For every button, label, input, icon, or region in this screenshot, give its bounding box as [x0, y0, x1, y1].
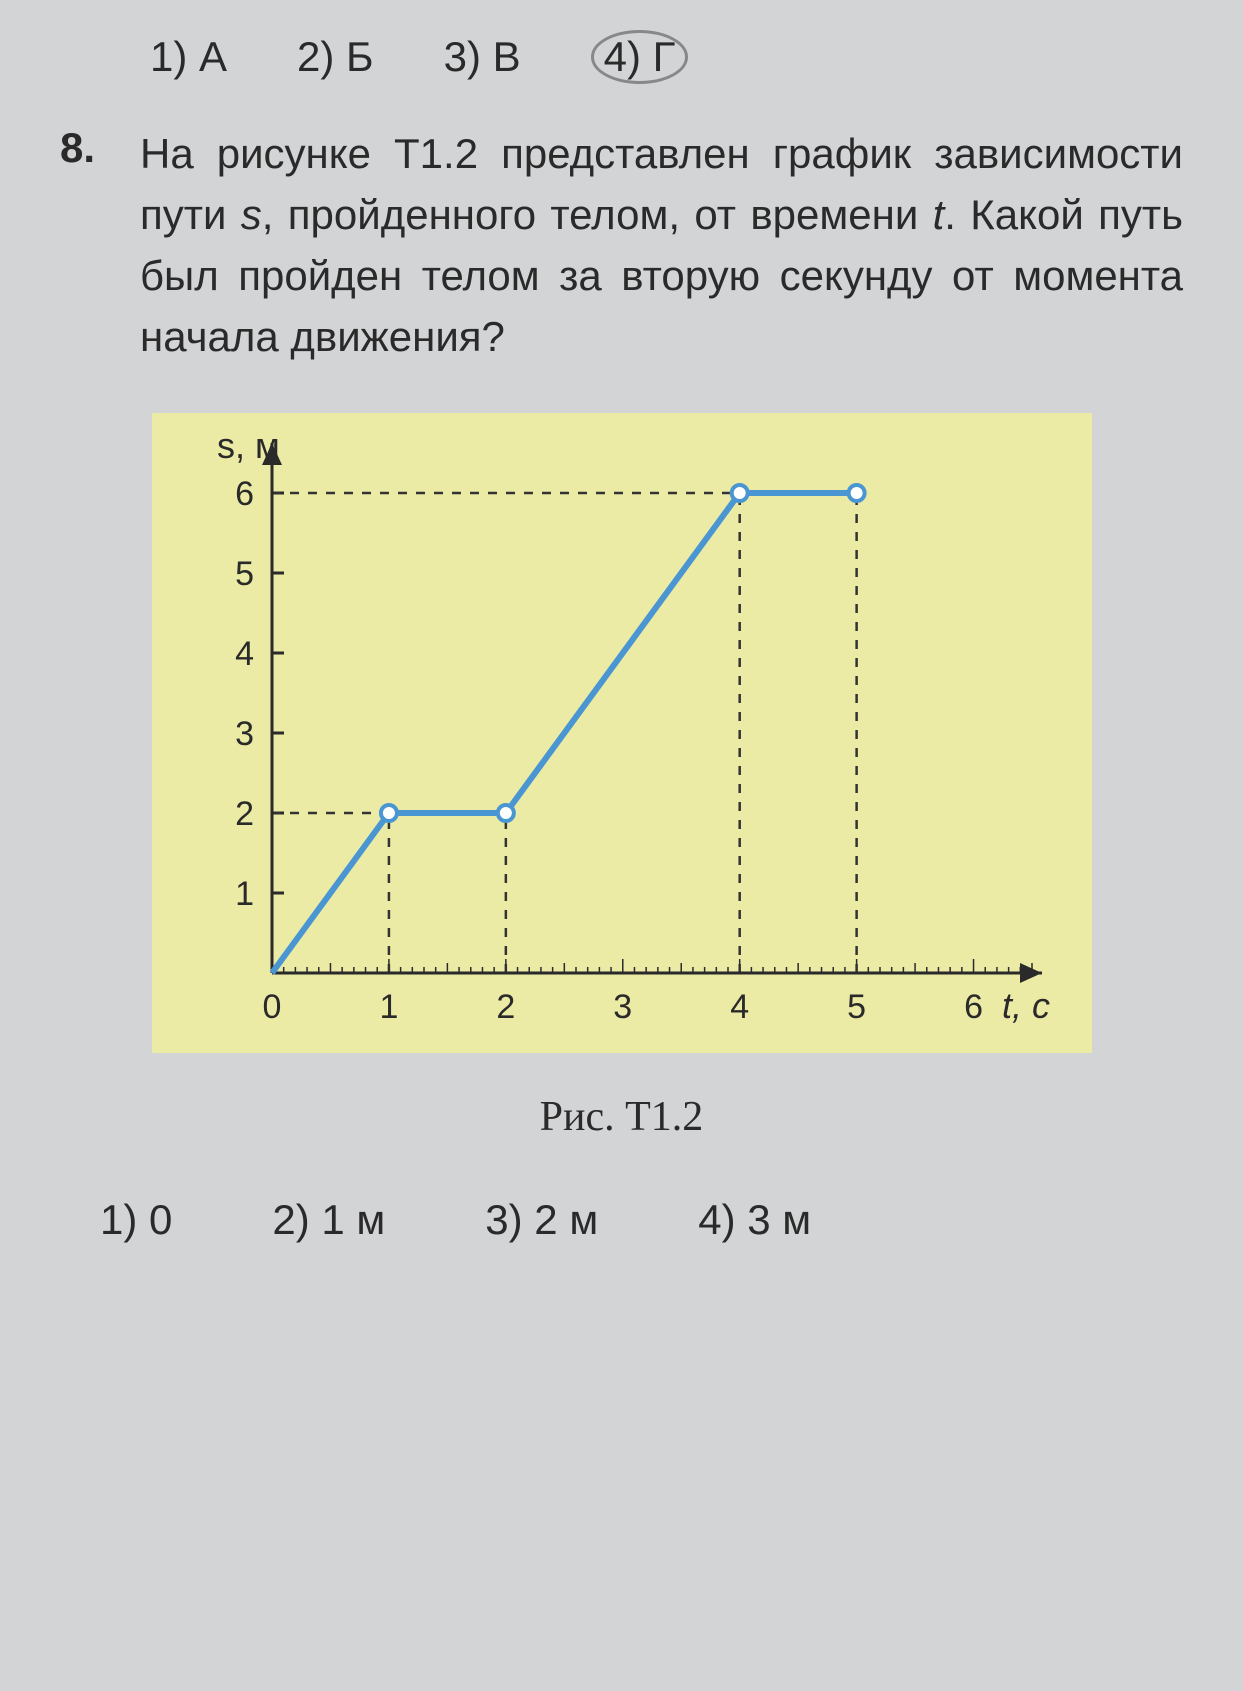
prev-opt-4: 4) Г — [591, 30, 689, 84]
question-text: На рисунке Т1.2 представлен график за­ви… — [140, 124, 1183, 368]
svg-text:t, с: t, с — [1002, 985, 1050, 1026]
q-var-s: s — [241, 191, 262, 238]
svg-text:1: 1 — [379, 988, 398, 1026]
svg-text:s, м: s, м — [217, 425, 280, 466]
prev-opt-3: 3) В — [444, 33, 521, 81]
answer-row: 1) 0 2) 1 м 3) 2 м 4) 3 м — [100, 1196, 1183, 1244]
svg-text:4: 4 — [730, 988, 749, 1026]
svg-text:1: 1 — [235, 875, 254, 913]
prev-opt-2: 2) Б — [297, 33, 374, 81]
svg-text:6: 6 — [964, 988, 983, 1026]
svg-text:4: 4 — [235, 635, 254, 673]
chart: 1 2 3 4 5 6 0 1 2 3 4 5 6 s, м t, с — [152, 413, 1092, 1053]
svg-text:3: 3 — [613, 988, 632, 1026]
question-number: 8. — [60, 124, 110, 368]
svg-text:2: 2 — [235, 795, 254, 833]
figure-caption: Рис. Т1.2 — [152, 1093, 1092, 1141]
svg-text:5: 5 — [235, 555, 254, 593]
svg-text:0: 0 — [262, 988, 281, 1026]
answer-3[interactable]: 3) 2 м — [485, 1196, 598, 1244]
prev-answer-row: 1) А 2) Б 3) В 4) Г — [150, 30, 1183, 84]
q-var-t: t — [933, 191, 945, 238]
svg-text:6: 6 — [235, 475, 254, 513]
answer-4[interactable]: 4) 3 м — [698, 1196, 811, 1244]
question-block: 8. На рисунке Т1.2 представлен график за… — [60, 124, 1183, 368]
prev-opt-4-circled: 4) Г — [591, 30, 689, 84]
svg-text:2: 2 — [496, 988, 515, 1026]
q-part2: , пройденного телом, от времени — [262, 191, 933, 238]
answer-1[interactable]: 1) 0 — [100, 1196, 172, 1244]
chart-container: 1 2 3 4 5 6 0 1 2 3 4 5 6 s, м t, с Рис. Т1.2 — [152, 413, 1092, 1141]
answer-2[interactable]: 2) 1 м — [272, 1196, 385, 1244]
prev-opt-1: 1) А — [150, 33, 227, 81]
svg-text:3: 3 — [235, 715, 254, 753]
svg-text:5: 5 — [847, 988, 866, 1026]
